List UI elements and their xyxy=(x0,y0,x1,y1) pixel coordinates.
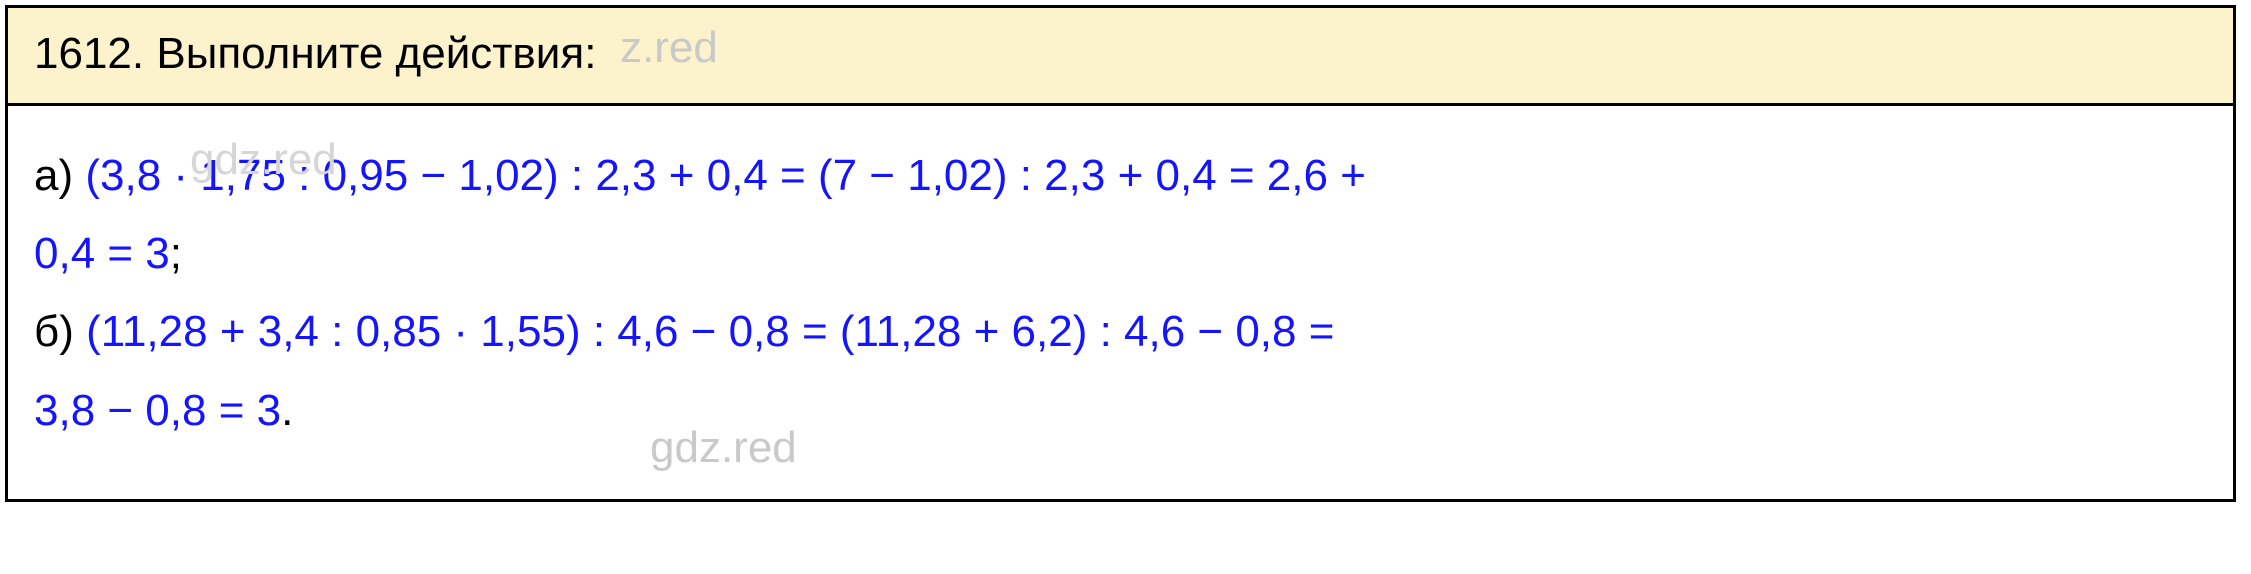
math-expr-b-line1: (11,28 + 3,4 : 0,85 · 1,55) : 4,6 − 0,8 … xyxy=(86,307,1334,356)
solution-item-a-line2: 0,4 = 3; xyxy=(34,220,2207,288)
terminator-a: ; xyxy=(170,229,182,278)
solution-item-b-line2: 3,8 − 0,8 = 3. xyxy=(34,377,2207,445)
exercise-box: 1612. Выполните действия: а) (3,8 · 1,75… xyxy=(5,5,2236,502)
solution-item-b-line1: б) (11,28 + 3,4 : 0,85 · 1,55) : 4,6 − 0… xyxy=(34,298,2207,366)
question-header: 1612. Выполните действия: xyxy=(8,8,2233,106)
math-expr-a-line2: 0,4 = 3 xyxy=(34,229,170,278)
item-label-b: б) xyxy=(34,307,74,356)
math-expr-b-line2: 3,8 − 0,8 = 3 xyxy=(34,386,281,435)
item-label-a: а) xyxy=(34,151,73,200)
problem-prompt: Выполните действия: xyxy=(156,29,596,78)
solution-body: а) (3,8 · 1,75 : 0,95 − 1,02) : 2,3 + 0,… xyxy=(8,106,2233,499)
terminator-b: . xyxy=(281,386,293,435)
math-expr-a-line1: (3,8 · 1,75 : 0,95 − 1,02) : 2,3 + 0,4 =… xyxy=(85,151,1366,200)
problem-number: 1612. xyxy=(34,29,144,78)
solution-item-a-line1: а) (3,8 · 1,75 : 0,95 − 1,02) : 2,3 + 0,… xyxy=(34,142,2207,210)
